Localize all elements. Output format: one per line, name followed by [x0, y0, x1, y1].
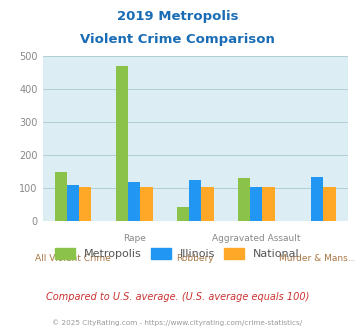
Bar — [189, 180, 201, 221]
Text: Murder & Mans...: Murder & Mans... — [279, 254, 355, 263]
Bar — [79, 187, 92, 221]
Bar — [323, 187, 336, 221]
Bar — [201, 187, 214, 221]
Text: Rape: Rape — [123, 234, 146, 243]
Text: Aggravated Assault: Aggravated Assault — [212, 234, 301, 243]
Bar — [128, 182, 140, 221]
Bar — [250, 187, 262, 221]
Bar — [140, 187, 153, 221]
Text: © 2025 CityRating.com - https://www.cityrating.com/crime-statistics/: © 2025 CityRating.com - https://www.city… — [53, 319, 302, 326]
Bar — [262, 187, 275, 221]
Bar — [311, 177, 323, 221]
Text: Compared to U.S. average. (U.S. average equals 100): Compared to U.S. average. (U.S. average … — [46, 292, 309, 302]
Text: 2019 Metropolis: 2019 Metropolis — [117, 10, 238, 23]
Bar — [116, 66, 128, 221]
Bar — [177, 207, 189, 221]
Bar — [55, 172, 67, 221]
Bar — [67, 185, 79, 221]
Bar — [238, 178, 250, 221]
Text: Violent Crime Comparison: Violent Crime Comparison — [80, 33, 275, 46]
Text: All Violent Crime: All Violent Crime — [35, 254, 111, 263]
Text: Robbery: Robbery — [176, 254, 214, 263]
Legend: Metropolis, Illinois, National: Metropolis, Illinois, National — [51, 244, 304, 263]
